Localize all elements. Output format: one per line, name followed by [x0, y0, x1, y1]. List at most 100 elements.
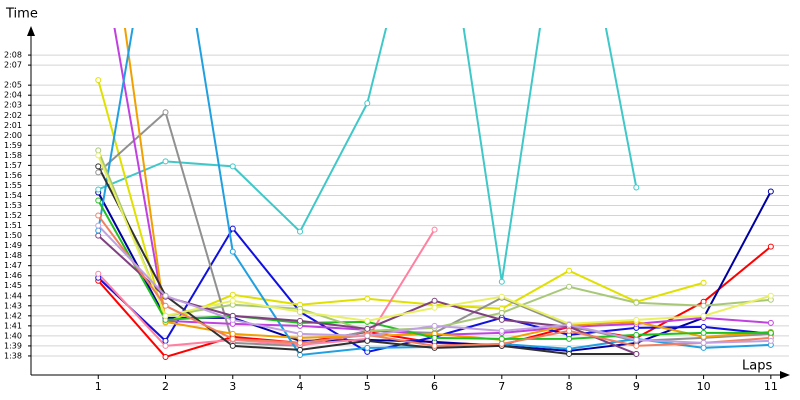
data-point	[95, 232, 102, 239]
data-point	[95, 227, 102, 234]
data-point	[162, 312, 169, 319]
y-tick-label: 1:54	[4, 191, 22, 200]
data-point	[229, 163, 236, 170]
plot-area	[95, 28, 774, 360]
data-point	[498, 340, 505, 347]
data-point	[229, 297, 236, 304]
data-point	[566, 283, 573, 290]
y-tick-label: 1:55	[4, 181, 22, 190]
data-point	[566, 345, 573, 352]
data-point	[566, 321, 573, 328]
data-point	[633, 184, 640, 191]
data-point	[162, 353, 169, 360]
data-point	[95, 270, 102, 277]
data-point	[498, 309, 505, 316]
y-tick-label: 1:45	[4, 281, 22, 290]
y-tick-label: 2:04	[4, 91, 22, 100]
x-tick-label: 5	[364, 380, 371, 393]
data-point	[633, 316, 640, 323]
data-point	[431, 342, 438, 349]
x-tick-label: 2	[162, 380, 169, 393]
data-point	[498, 293, 505, 300]
data-point	[767, 188, 774, 195]
data-point	[95, 197, 102, 204]
y-tick-label: 1:52	[4, 211, 22, 220]
data-point	[767, 337, 774, 344]
data-point	[95, 163, 102, 170]
x-axis-label: Laps	[742, 359, 772, 374]
data-point	[767, 243, 774, 250]
series-line	[97, 229, 436, 347]
y-tick-label: 1:44	[4, 291, 22, 300]
y-tick-label: 1:49	[4, 241, 22, 250]
data-point	[229, 330, 236, 337]
data-point	[297, 351, 304, 358]
data-point	[364, 337, 371, 344]
data-point	[498, 335, 505, 342]
data-point	[700, 323, 707, 330]
data-point	[364, 100, 371, 107]
x-tick-label: 8	[566, 380, 573, 393]
data-point	[767, 319, 774, 326]
data-point	[95, 169, 102, 176]
y-tick-label: 1:38	[4, 351, 22, 360]
y-tick-label: 1:56	[4, 171, 22, 180]
data-point	[566, 327, 573, 334]
data-point	[162, 337, 169, 344]
data-point	[95, 186, 102, 193]
data-point	[700, 302, 707, 309]
x-axis-arrow	[780, 371, 790, 379]
x-tick-label: 7	[498, 380, 505, 393]
data-point	[700, 312, 707, 319]
data-point	[566, 335, 573, 342]
data-point	[95, 222, 102, 229]
data-point	[364, 295, 371, 302]
data-point	[498, 316, 505, 323]
data-point	[95, 152, 102, 159]
data-point	[364, 317, 371, 324]
data-point	[633, 331, 640, 338]
data-point	[566, 350, 573, 357]
data-point	[364, 332, 371, 339]
x-tick-label: 10	[697, 380, 711, 393]
y-tick-label: 2:00	[4, 131, 22, 140]
data-point	[633, 342, 640, 349]
x-tick-label: 4	[297, 380, 304, 393]
y-tick-label: 1:53	[4, 201, 22, 210]
data-point	[498, 327, 505, 334]
y-tick-label: 2:05	[4, 81, 22, 90]
data-point	[767, 292, 774, 299]
y-axis-label: Time	[5, 7, 38, 22]
data-point	[297, 228, 304, 235]
data-point	[229, 316, 236, 323]
data-point	[700, 344, 707, 351]
data-point	[633, 350, 640, 357]
data-point	[162, 302, 169, 309]
x-tick-label: 6	[431, 380, 438, 393]
y-tick-label: 1:43	[4, 301, 22, 310]
data-point	[297, 308, 304, 315]
data-point	[700, 329, 707, 336]
x-tick-label: 9	[633, 380, 640, 393]
data-point	[431, 334, 438, 341]
y-tick-label: 2:03	[4, 101, 22, 110]
data-point	[431, 297, 438, 304]
data-point	[297, 317, 304, 324]
y-tick-label: 1:39	[4, 341, 22, 350]
data-point	[229, 225, 236, 232]
data-point	[700, 279, 707, 286]
data-point	[162, 292, 169, 299]
data-point	[431, 322, 438, 329]
data-point	[229, 248, 236, 255]
y-tick-label: 1:40	[4, 331, 22, 340]
y-tick-label: 1:42	[4, 311, 22, 320]
y-tick-label: 1:50	[4, 231, 22, 240]
data-point	[633, 336, 640, 343]
data-point	[767, 329, 774, 336]
data-point	[297, 330, 304, 337]
y-tick-label: 2:01	[4, 121, 22, 130]
data-point	[700, 339, 707, 346]
x-tick-label: 11	[764, 380, 778, 393]
data-point	[162, 342, 169, 349]
